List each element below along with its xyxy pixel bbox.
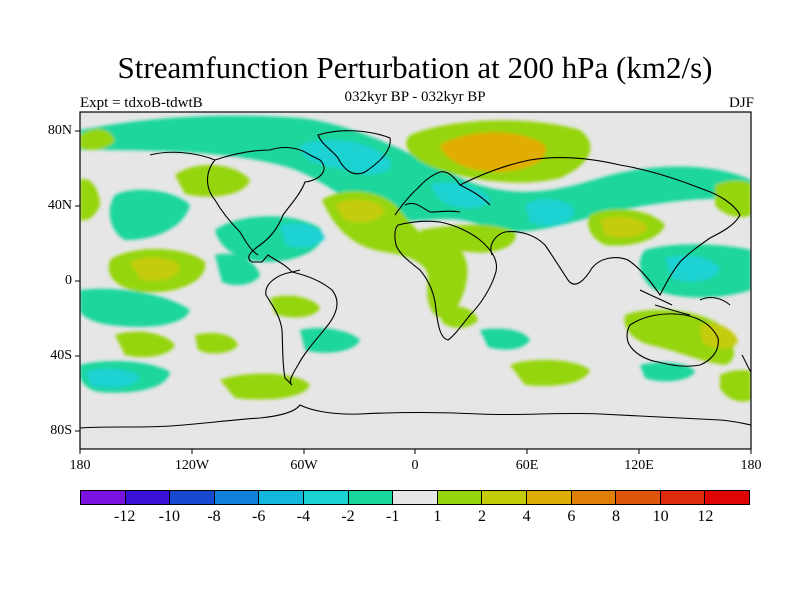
contour-neg-south-africa	[480, 328, 530, 350]
lon-label-120w: 120W	[174, 458, 210, 473]
colorbar	[80, 490, 750, 505]
colorbar-label: -12	[113, 508, 136, 525]
contour-neg2-south-west	[85, 368, 140, 388]
lat-label-80n: 80N	[47, 123, 72, 138]
chart-title: Streamfunction Perturbation at 200 hPa (…	[117, 50, 713, 85]
contour-neg-brazil	[215, 253, 260, 286]
contour-pos-south-east	[720, 370, 751, 402]
coast-north-america	[149, 146, 325, 273]
coast-south-america	[265, 271, 338, 386]
contour-pos-east-edge	[715, 180, 751, 217]
colorbar-label: 1	[433, 508, 442, 525]
colorbar-label: 4	[522, 508, 531, 525]
contour-pos-south-pacific	[115, 331, 175, 358]
colorbar-label: -6	[251, 508, 266, 525]
season-label: DJF	[728, 95, 754, 111]
lat-label-80s: 80S	[50, 423, 72, 438]
coast-greenland	[317, 130, 391, 175]
colorbar-label: 6	[567, 508, 576, 525]
contour-pos-south-atlantic	[270, 295, 320, 318]
colorbar-box	[81, 491, 126, 504]
colorbar-box	[660, 491, 706, 504]
colorbar-box	[259, 491, 304, 504]
lat-label-0: 0	[65, 273, 72, 288]
colorbar-label: 2	[478, 508, 486, 525]
lat-label-40s: 40S	[50, 348, 72, 363]
colorbar-label: -1	[385, 508, 400, 525]
contour-pos-south-indian	[510, 359, 590, 386]
coast-southeast-asia	[639, 289, 731, 316]
contour-neg-east-pacific	[109, 189, 190, 240]
chart-subtitle: 032kyr BP - 032kyr BP	[344, 89, 486, 105]
contour-pos4-australia	[700, 323, 738, 349]
contour-neg2-west-pacific	[665, 255, 720, 282]
colorbar-box	[393, 491, 438, 504]
coast-australia	[626, 313, 719, 367]
colorbar-box	[705, 491, 749, 504]
colorbar-box	[125, 491, 171, 504]
colorbar-label: 10	[652, 508, 669, 525]
lon-label-0: 0	[411, 458, 419, 473]
colorbar-box	[348, 491, 394, 504]
contour-neg-north-atlantic	[80, 115, 751, 232]
lon-label-60w: 60W	[290, 458, 318, 473]
colorbar-label: 12	[697, 508, 714, 525]
lat-label-40n: 40N	[47, 198, 72, 213]
lon-label-120e: 120E	[624, 458, 654, 473]
coast-new-zealand	[741, 354, 751, 373]
colorbar-box	[616, 491, 661, 504]
colorbar-box	[526, 491, 572, 504]
colorbar-box	[482, 491, 527, 504]
contour-neg-west-tropics	[80, 288, 190, 327]
lon-label-60e: 60E	[515, 458, 539, 473]
contour-fill-layer	[80, 115, 751, 402]
contour-pos4-central-pacific	[130, 257, 180, 281]
colorbar-label: -8	[207, 508, 221, 525]
colorbar-box	[303, 491, 349, 504]
contour-pos-north-pacific	[175, 164, 250, 197]
contour-pos4-atlantic	[335, 199, 385, 223]
colorbar-label: 8	[612, 508, 620, 525]
lon-label-180e: 180	[740, 458, 762, 473]
contour-neg-south-east	[640, 362, 695, 382]
coast-europe	[394, 171, 491, 216]
colorbar-box	[571, 491, 617, 504]
coast-africa	[394, 220, 498, 341]
contour-neg2-greenland	[300, 140, 391, 175]
colorbar-label: -4	[296, 508, 310, 525]
lon-label-180w: 180	[69, 458, 91, 473]
tick-marks	[75, 130, 752, 454]
coast-antarctica	[80, 404, 751, 429]
coast-asia	[459, 157, 741, 297]
contour-neg2-central-asia	[525, 198, 575, 226]
contour-pos-west-edge	[80, 179, 100, 221]
coastlines	[80, 130, 751, 429]
colorbar-label: -2	[341, 508, 355, 525]
contour-pos-north-pacific-w	[80, 128, 115, 150]
contour-pos-indian	[440, 306, 478, 328]
contour-neg2-caribbean	[280, 223, 325, 248]
colorbar-box	[437, 491, 483, 504]
colorbar-label: -10	[158, 508, 180, 525]
contour-pos-south-pacific2	[195, 333, 238, 354]
contour-pos4-asia	[600, 216, 648, 238]
contour-neg2-atlantic	[430, 182, 490, 209]
contour-neg-south-america	[300, 328, 360, 353]
colorbar-box	[214, 491, 260, 504]
colorbar-box	[170, 491, 215, 504]
experiment-label: Expt = tdxoB-tdwtB	[80, 95, 203, 111]
contour-pos-atlantic	[322, 191, 468, 319]
